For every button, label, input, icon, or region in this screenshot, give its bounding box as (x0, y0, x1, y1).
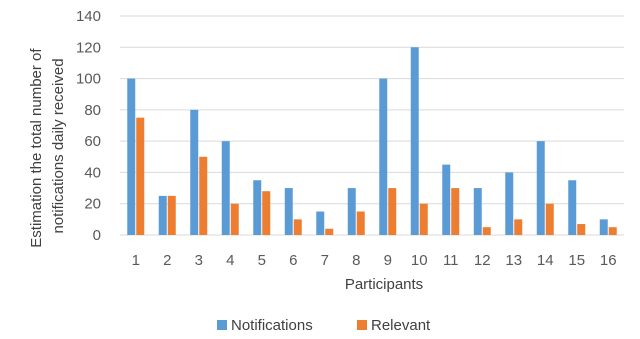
y-axis-ticks: 0 20 40 60 80 100 120 140 (76, 8, 101, 244)
bar-relevant-4 (230, 203, 239, 235)
y-tick-label: 100 (76, 71, 101, 88)
x-tick-label: 14 (537, 252, 554, 269)
x-tick-label: 13 (505, 252, 522, 269)
y-tick-label: 60 (84, 133, 101, 150)
bar-notifications-9 (379, 78, 388, 235)
bar-relevant-5 (262, 191, 271, 235)
bar-relevant-9 (388, 188, 397, 235)
y-tick-label: 40 (84, 164, 101, 181)
legend-label-notifications: Notifications (231, 317, 313, 334)
x-tick-label: 16 (600, 252, 617, 269)
legend-label-relevant: Relevant (371, 317, 431, 334)
legend-swatch-notifications (217, 320, 227, 330)
x-tick-label: 12 (474, 252, 491, 269)
y-tick-label: 0 (93, 227, 101, 244)
legend-swatch-relevant (357, 320, 367, 330)
bar-relevant-16 (608, 227, 617, 235)
bar-relevant-10 (419, 203, 428, 235)
bar-notifications-6 (284, 188, 293, 235)
bars (127, 47, 617, 236)
y-tick-label: 120 (76, 39, 101, 56)
x-tick-label: 6 (289, 252, 297, 269)
bar-relevant-6 (293, 219, 302, 235)
y-axis-title-line-2: notifications daily received (50, 58, 67, 233)
bar-relevant-13 (514, 219, 523, 235)
x-tick-label: 7 (321, 252, 329, 269)
bar-notifications-2 (158, 195, 167, 235)
x-tick-label: 8 (352, 252, 360, 269)
bar-relevant-12 (482, 227, 491, 235)
x-tick-label: 2 (163, 252, 171, 269)
y-axis-title-line-1: Estimation the total number of (28, 48, 45, 248)
x-tick-label: 3 (195, 252, 203, 269)
x-tick-label: 15 (568, 252, 585, 269)
bar-relevant-14 (545, 203, 554, 235)
legend: Notifications Relevant (217, 317, 431, 334)
bar-notifications-16 (599, 219, 608, 235)
y-tick-label: 140 (76, 8, 101, 25)
bar-notifications-14 (536, 141, 545, 235)
bar-notifications-5 (253, 180, 262, 235)
bar-notifications-10 (410, 47, 419, 236)
bar-notifications-12 (473, 188, 482, 235)
bar-relevant-11 (451, 188, 460, 235)
bar-relevant-15 (577, 224, 586, 235)
bar-notifications-8 (347, 188, 356, 235)
bar-relevant-7 (325, 228, 334, 235)
x-tick-label: 5 (258, 252, 266, 269)
bar-notifications-13 (505, 172, 514, 235)
bar-notifications-3 (190, 109, 199, 235)
x-tick-label: 4 (226, 252, 234, 269)
bar-notifications-1 (127, 78, 136, 235)
x-tick-label: 11 (443, 252, 459, 269)
y-axis-title: Estimation the total number of notificat… (28, 44, 67, 247)
bar-notifications-4 (221, 141, 230, 235)
bar-relevant-1 (136, 117, 145, 235)
x-tick-label: 9 (384, 252, 392, 269)
bar-notifications-15 (568, 180, 577, 235)
bar-relevant-3 (199, 156, 208, 235)
x-axis-title: Participants (345, 276, 423, 293)
y-tick-label: 80 (84, 102, 101, 119)
y-tick-label: 20 (84, 196, 101, 213)
x-axis-ticks: 1 2 3 4 5 6 7 8 9 10 11 12 13 14 15 16 (132, 252, 617, 269)
bar-relevant-8 (356, 211, 365, 235)
bar-relevant-2 (167, 195, 176, 235)
bar-notifications-7 (316, 211, 325, 235)
x-tick-label: 10 (411, 252, 428, 269)
x-tick-label: 1 (132, 252, 140, 269)
bar-notifications-11 (442, 164, 451, 235)
